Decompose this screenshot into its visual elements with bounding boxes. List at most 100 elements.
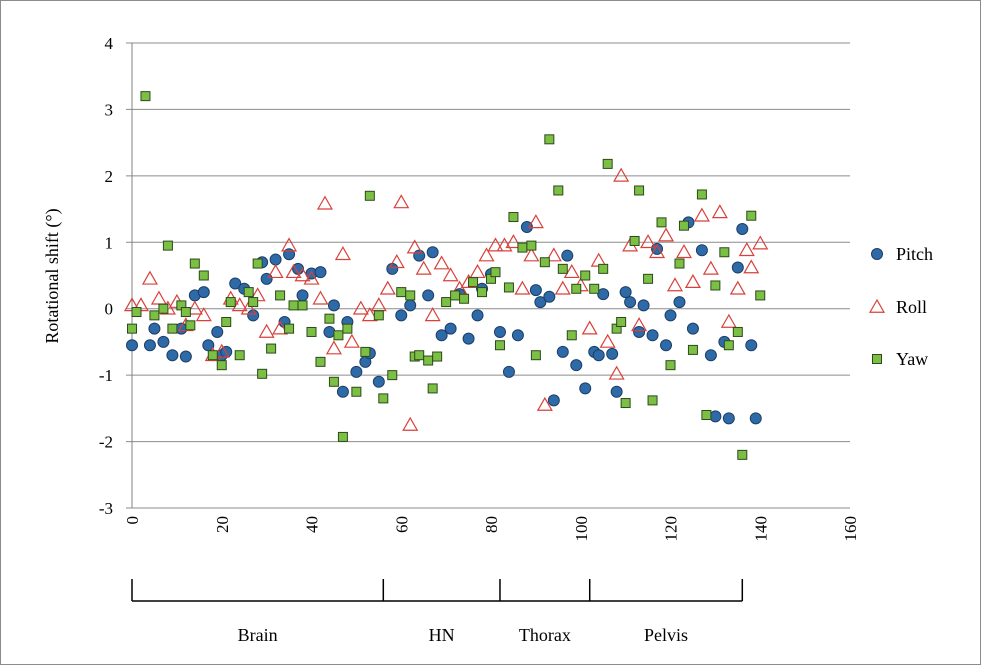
roll-point: [402, 416, 419, 431]
yaw-point: [131, 307, 142, 318]
pitch-point: [444, 322, 457, 335]
pitch-point: [386, 262, 399, 275]
pitch-point: [323, 325, 336, 338]
pitch-point: [660, 339, 673, 352]
pitch-point: [664, 309, 677, 322]
roll-point: [675, 244, 692, 259]
pitch-point: [561, 249, 574, 262]
yaw-point: [656, 217, 667, 228]
roll-point: [141, 270, 158, 285]
roll-point: [608, 365, 625, 380]
yaw-point: [387, 370, 398, 381]
roll-point: [325, 340, 342, 355]
y-tick-label: 4: [105, 34, 114, 53]
roll-point: [343, 333, 360, 348]
yaw-point: [266, 343, 277, 354]
x-tick-label: 120: [662, 516, 681, 542]
yaw-point: [337, 431, 348, 442]
yaw-point: [634, 185, 645, 196]
roll-point: [545, 247, 562, 262]
yaw-point: [364, 190, 375, 201]
pitch-point: [579, 382, 592, 395]
yaw-point: [158, 303, 169, 314]
roll-point: [613, 167, 630, 182]
yaw-point: [423, 355, 434, 366]
x-tick-labels: 0 20 40 60 80 100 120 140 160: [123, 516, 860, 542]
pitch-point: [327, 299, 340, 312]
roll-point: [599, 333, 616, 348]
roll-point: [523, 247, 540, 262]
pitch-point: [404, 299, 417, 312]
yaw-point: [732, 326, 743, 337]
yaw-point: [557, 263, 568, 274]
roll-point: [581, 320, 598, 335]
pitch-point: [736, 223, 749, 235]
roll-point: [213, 343, 230, 358]
pitch-point: [350, 365, 363, 378]
pitch-point: [435, 329, 448, 342]
roll-point: [702, 260, 719, 275]
roll-point: [563, 263, 580, 279]
roll-point: [649, 244, 666, 259]
yaw-point: [378, 393, 389, 404]
pitch-point: [547, 394, 560, 407]
legend-label-yaw: Yaw: [896, 349, 928, 369]
legend-label-roll: Roll: [896, 297, 927, 317]
yaw-point: [710, 280, 721, 291]
yaw-point: [468, 277, 479, 288]
roll-point: [666, 277, 684, 292]
pitch-point: [646, 329, 659, 342]
yaw-point: [616, 317, 627, 327]
yaw-point: [180, 307, 191, 318]
yaw-point: [580, 270, 591, 281]
roll-point: [738, 242, 755, 257]
roll-point: [743, 259, 760, 274]
y-axis-label: Rotational shift (°): [42, 208, 63, 343]
roll-point: [536, 396, 553, 411]
group-bracket: Brain HN Thorax Pelvis: [131, 579, 744, 645]
yaw-point: [221, 317, 232, 327]
pitch-point: [637, 299, 650, 312]
legend-marker-pitch: [871, 248, 883, 260]
pitch-point: [543, 290, 556, 303]
yaw-point: [140, 91, 151, 102]
pitch-point: [749, 412, 762, 425]
pitch-point: [556, 345, 569, 358]
y-tick-label: 0: [105, 300, 114, 319]
roll-point: [514, 280, 531, 295]
group-label-brain: Brain: [238, 625, 278, 645]
roll-point: [240, 300, 257, 315]
yaw-point: [257, 368, 268, 379]
yaw-point: [553, 185, 564, 196]
roll-point: [693, 207, 710, 222]
x-tick-label: 140: [751, 516, 770, 542]
roll-point: [711, 204, 728, 219]
yaw-point: [252, 258, 263, 269]
pitch-point: [229, 277, 242, 290]
yaw-point: [216, 360, 227, 371]
x-tick-label: 160: [841, 516, 860, 542]
pitch-point: [166, 349, 179, 362]
legend-marker-roll: [868, 298, 886, 313]
yaw-point: [149, 310, 160, 321]
pitch-point: [502, 365, 515, 378]
yaw-point: [701, 410, 712, 420]
yaw-point: [328, 376, 339, 387]
x-tick-label: 40: [303, 516, 322, 533]
pitch-point: [597, 288, 610, 301]
yaw-point: [162, 240, 173, 251]
yaw-point: [459, 293, 470, 304]
pitch-point: [175, 322, 188, 335]
pitch-point: [413, 249, 426, 262]
pitch-point: [283, 248, 296, 261]
yaw-point: [450, 290, 461, 301]
pitch-point: [709, 410, 722, 423]
yaw-point: [275, 290, 286, 301]
x-tick-label: 100: [572, 516, 591, 542]
roll-point: [469, 263, 486, 279]
yaw-point: [207, 350, 218, 361]
legend-marker-yaw: [872, 354, 882, 364]
yaw-point: [127, 323, 137, 334]
pitch-point: [673, 296, 686, 309]
pitch-point: [686, 322, 699, 335]
